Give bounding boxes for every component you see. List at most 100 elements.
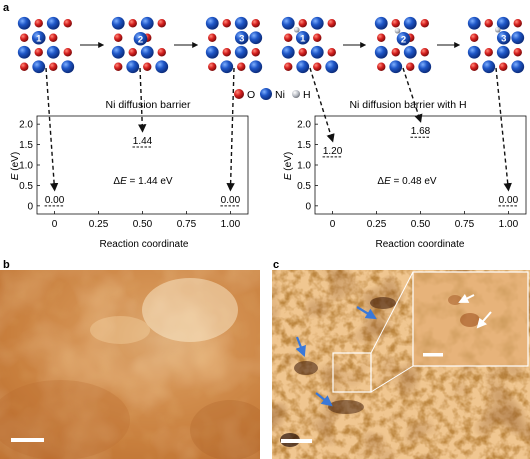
oxygen-atom xyxy=(34,19,43,28)
structure-snapshot: 1 xyxy=(281,16,339,74)
nickel-atom xyxy=(249,60,263,74)
nickel-atom xyxy=(511,31,525,45)
oxygen-atom xyxy=(377,62,386,71)
legend-hydrogen-label: H xyxy=(303,89,311,101)
inset-border xyxy=(412,271,529,367)
diffusing-nickel-atom xyxy=(295,30,310,45)
left-y-tick-label: 0.5 xyxy=(19,181,33,192)
site-number-label: 2 xyxy=(401,34,406,45)
nickel-atom xyxy=(155,60,169,74)
scale-bar-inset xyxy=(423,353,443,357)
nickel-atom xyxy=(32,60,46,74)
nickel-atom xyxy=(511,60,525,74)
oxygen-atom xyxy=(420,19,429,28)
nickel-atom xyxy=(496,16,510,30)
oxygen-atom xyxy=(128,48,137,57)
oxygen-atom xyxy=(20,33,29,42)
atomic-structures: 1 2 3 1 2 3 xyxy=(17,16,525,74)
hydrogen-atom xyxy=(494,26,501,33)
white-arrow-marker xyxy=(458,293,475,303)
nickel-atom xyxy=(111,45,125,59)
left-energy-value-label: 0.00 xyxy=(221,195,241,206)
oxygen-atom xyxy=(114,33,123,42)
oxygen-atom xyxy=(34,48,43,57)
oxygen-atom xyxy=(208,62,217,71)
oxygen-atom xyxy=(157,48,166,57)
oxygen-atom xyxy=(222,19,231,28)
left-x-tick-label: 0.25 xyxy=(89,219,109,230)
left-chart-title: Ni diffusion barrier xyxy=(105,99,191,111)
right-x-tick-label: 0.50 xyxy=(411,219,431,230)
panel-c-micrograph xyxy=(272,270,530,459)
nickel-atom xyxy=(140,16,154,30)
nickel-atom xyxy=(17,16,31,30)
oxygen-atom xyxy=(20,62,29,71)
zoom-connector-line xyxy=(370,271,414,354)
hydrogen-atom-icon xyxy=(292,90,300,98)
oxygen-atom xyxy=(499,62,508,71)
oxygen-atom xyxy=(327,19,336,28)
hydrogen-atom xyxy=(293,26,300,33)
right-x-tick-label: 1.00 xyxy=(499,219,519,230)
left-y-tick-label: 1.5 xyxy=(19,140,33,151)
site-number-label: 1 xyxy=(300,33,306,44)
nickel-atom xyxy=(374,45,388,59)
oxygen-atom xyxy=(484,19,493,28)
oxygen-atom xyxy=(284,33,293,42)
right-chart-title: Ni diffusion barrier with H xyxy=(349,99,466,111)
right-y-tick-label: 1.5 xyxy=(297,140,311,151)
oxygen-atom xyxy=(143,62,152,71)
right-energy-chart: Ni diffusion barrier with H E (eV) React… xyxy=(283,99,527,250)
left-x-tick-label: 1.00 xyxy=(221,219,241,230)
nickel-atom xyxy=(403,16,417,30)
left-x-axis-label: Reaction coordinate xyxy=(100,239,189,250)
oxygen-atom xyxy=(377,33,386,42)
diffusing-nickel-atom xyxy=(496,30,511,45)
oxygen-atom xyxy=(49,62,58,71)
nickel-atom xyxy=(17,45,31,59)
left-y-tick-label: 2.0 xyxy=(19,120,33,131)
right-y-axis-label: E (eV) xyxy=(283,152,294,180)
dashed-pointer-arrow xyxy=(495,67,512,192)
scale-bar-c xyxy=(281,439,312,443)
nickel-atom xyxy=(374,16,388,30)
dashed-pointer-arrow xyxy=(45,67,59,192)
right-y-tick-label: 0.5 xyxy=(297,181,311,192)
nickel-atom xyxy=(496,45,510,59)
left-x-tick-label: 0.50 xyxy=(133,219,153,230)
panel-label-a: a xyxy=(3,2,10,14)
nickel-atom xyxy=(234,16,248,30)
legend-nickel-label: Ni xyxy=(275,89,285,101)
structure-snapshot: 3 xyxy=(467,16,525,74)
oxygen-atom xyxy=(313,33,322,42)
diffusing-nickel-atom xyxy=(31,30,46,45)
legend-oxygen-label: O xyxy=(247,89,255,101)
oxygen-atom xyxy=(298,48,307,57)
left-energy-chart: Ni diffusion barrier E (eV) Reaction coo… xyxy=(10,99,249,250)
structure-snapshot: 2 xyxy=(374,16,432,74)
nickel-atom xyxy=(403,45,417,59)
oxygen-atom xyxy=(406,62,415,71)
right-energy-value-label: 0.00 xyxy=(499,195,519,206)
oxygen-atom xyxy=(470,33,479,42)
zoom-inset xyxy=(413,272,528,366)
zoom-connector-line xyxy=(370,365,414,393)
structure-snapshot: 1 xyxy=(17,16,75,74)
oxygen-atom xyxy=(128,19,137,28)
panel-label-c: c xyxy=(273,259,279,271)
oxygen-atom xyxy=(391,19,400,28)
nickel-atom xyxy=(140,45,154,59)
oxygen-atom xyxy=(251,48,260,57)
oxygen-atom xyxy=(222,48,231,57)
site-number-label: 3 xyxy=(501,33,506,44)
left-y-axis-label: E (eV) xyxy=(10,152,21,180)
atom-legend: O Ni H xyxy=(234,88,311,101)
nickel-atom xyxy=(325,60,339,74)
blue-arrow-marker xyxy=(315,392,333,407)
right-y-tick-label: 0 xyxy=(305,201,311,212)
left-x-tick-label: 0 xyxy=(52,219,58,230)
oxygen-atom-icon xyxy=(234,89,244,99)
nickel-atom xyxy=(126,60,140,74)
hydrogen-atom xyxy=(394,27,401,34)
